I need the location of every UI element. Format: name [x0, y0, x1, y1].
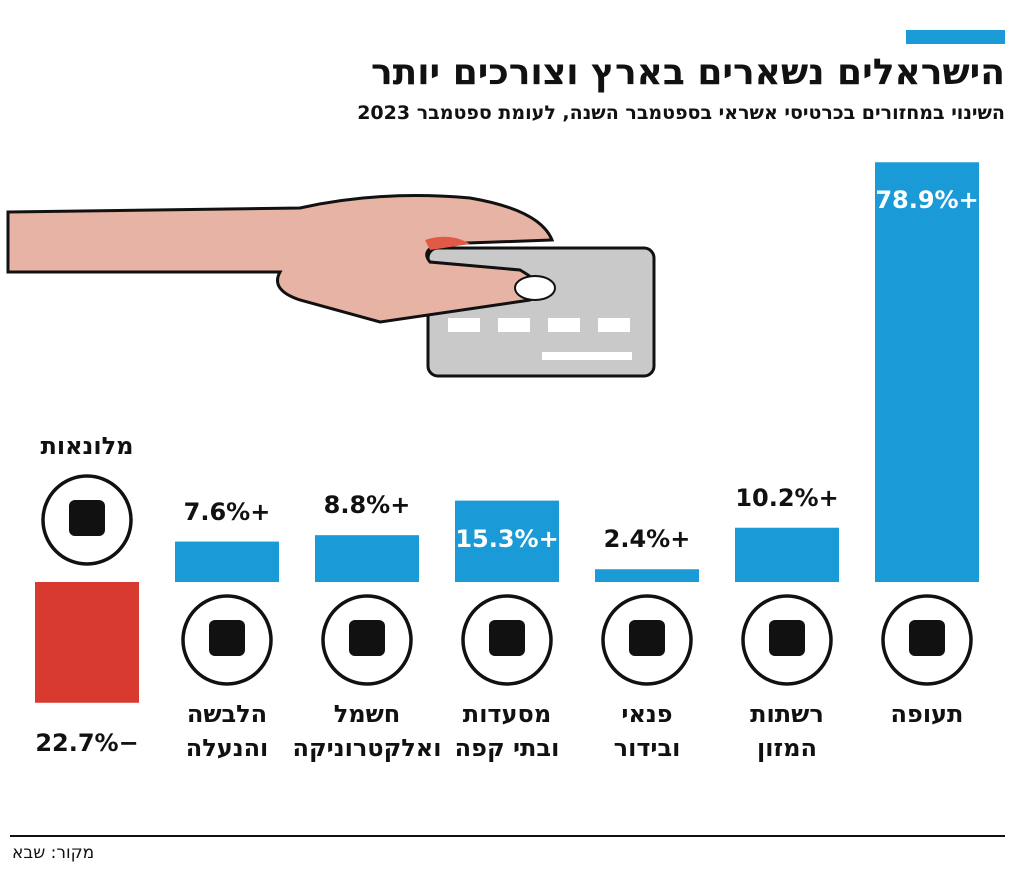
value-label: +15.3% — [455, 524, 559, 553]
bar — [595, 569, 699, 582]
value-label: +10.2% — [735, 483, 839, 512]
category-icon-glyph — [909, 620, 945, 656]
category-label: תעופה — [890, 700, 964, 728]
chart-title: הישראלים נשארים בארץ וצורכים יותר — [370, 52, 1005, 93]
value-label: −22.7% — [35, 728, 139, 757]
category-icon-glyph — [769, 620, 805, 656]
accent-bar — [906, 30, 1005, 44]
category-label: מלונאות — [40, 432, 134, 460]
category-label: ובתי קפה — [454, 734, 560, 762]
category-label: רשתות — [750, 700, 824, 728]
value-label: +2.4% — [603, 525, 691, 554]
bar — [735, 527, 839, 582]
category-label: מסעדות — [462, 700, 552, 728]
category-label: הלבשה — [186, 700, 268, 728]
bar — [455, 500, 559, 582]
category-icon-glyph — [629, 620, 665, 656]
category-label: פנאי — [621, 700, 673, 728]
bar — [875, 162, 979, 582]
category-label: ואלקטרוניקה — [292, 734, 442, 762]
category-label: ובידור — [613, 734, 681, 762]
value-label: +7.6% — [183, 497, 271, 526]
category-label: המזון — [757, 734, 817, 762]
bar — [35, 582, 139, 703]
bar — [175, 541, 279, 582]
category-label: והנעלה — [185, 734, 269, 762]
value-label: +8.8% — [323, 491, 411, 520]
category-icon-glyph — [69, 500, 105, 536]
source: מקור: שבא — [12, 843, 95, 863]
category-icon-glyph — [209, 620, 245, 656]
category-icon-glyph — [349, 620, 385, 656]
hand-card-illustration — [6, 194, 656, 378]
bar — [315, 535, 419, 582]
value-label: +78.9% — [875, 186, 979, 215]
category-icon-glyph — [489, 620, 525, 656]
chart-subtitle: השינוי במחזורים בכרטיסי אשראי בספטמבר הש… — [357, 102, 1005, 124]
category-label: חשמל — [333, 700, 401, 728]
